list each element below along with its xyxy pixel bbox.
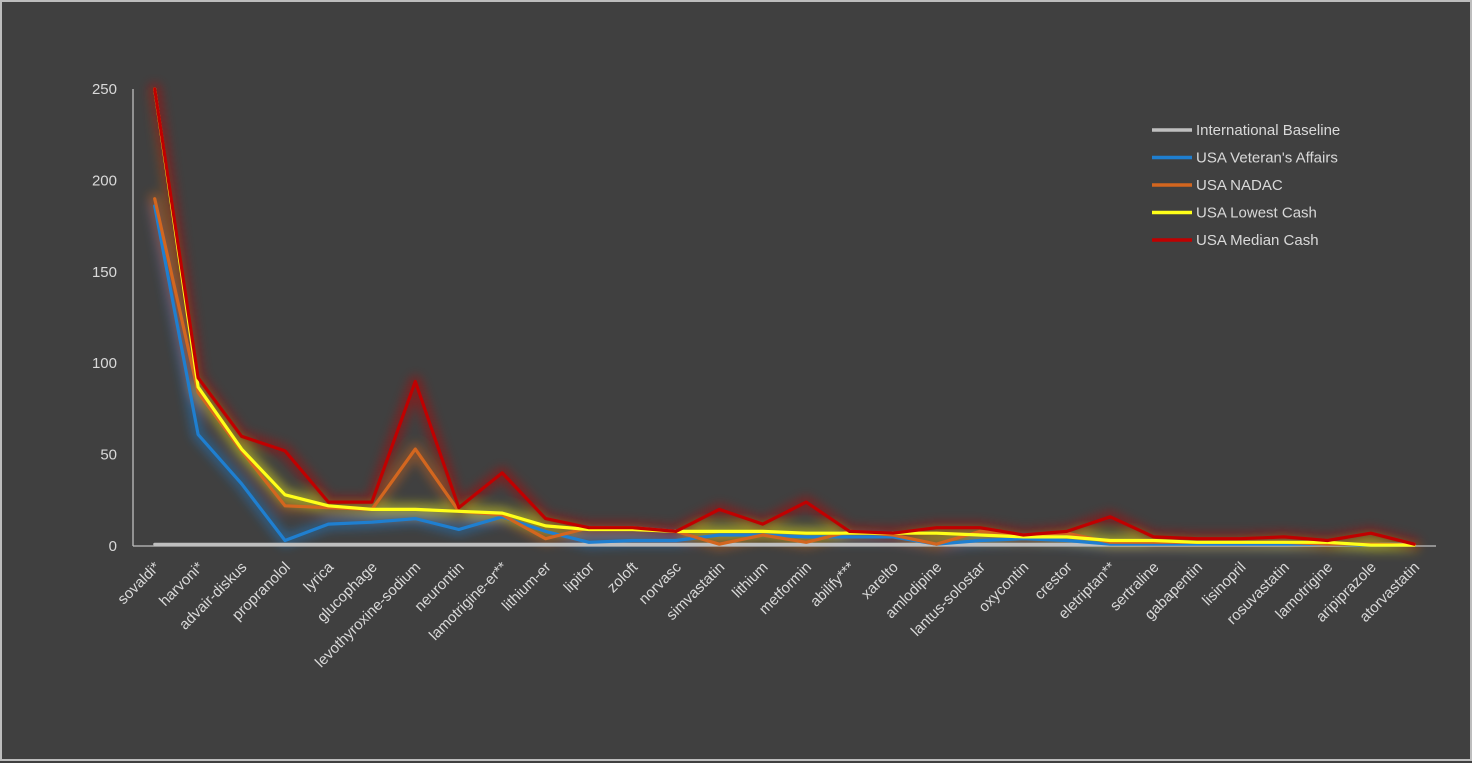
y-tick-label: 50 xyxy=(100,447,117,464)
x-tick-label: lipitor xyxy=(561,559,598,596)
legend-label: USA Veteran's Affairs xyxy=(1196,150,1338,167)
legend-label: International Baseline xyxy=(1196,122,1340,139)
series-line-usa-median-cash xyxy=(153,87,1416,546)
legend-label: USA Lowest Cash xyxy=(1196,205,1317,222)
y-tick-label: 150 xyxy=(92,264,117,281)
x-tick-label: sovaldi* xyxy=(114,559,163,608)
x-tick-label: zoloft xyxy=(604,558,642,596)
series-glow-usa-veteran-s-affairs xyxy=(148,200,1421,552)
series-line-usa-veteran-s-affairs xyxy=(153,204,1416,547)
y-tick-label: 0 xyxy=(109,538,117,555)
legend-label: USA Median Cash xyxy=(1196,232,1319,249)
series-line-usa-lowest-cash xyxy=(153,87,1416,547)
y-tick-label: 250 xyxy=(92,81,117,98)
series-lines xyxy=(153,87,1416,547)
x-tick-label: lyrica xyxy=(300,558,337,595)
legend-label: USA NADAC xyxy=(1196,177,1283,194)
x-tick-label: lithium xyxy=(729,559,772,602)
y-tick-label: 200 xyxy=(92,172,117,189)
series-glow-usa-nadac xyxy=(148,192,1421,552)
y-tick-label: 100 xyxy=(92,355,117,372)
x-tick-label: lamotrigine-er** xyxy=(426,559,511,644)
axes: 050100150200250sovaldi*harvoni*advair-di… xyxy=(92,81,1436,671)
legend: International Baseline USA Veteran's Affa… xyxy=(1152,122,1340,249)
series-line-usa-nadac xyxy=(153,197,1416,547)
x-tick-label: abilify*** xyxy=(807,559,859,611)
